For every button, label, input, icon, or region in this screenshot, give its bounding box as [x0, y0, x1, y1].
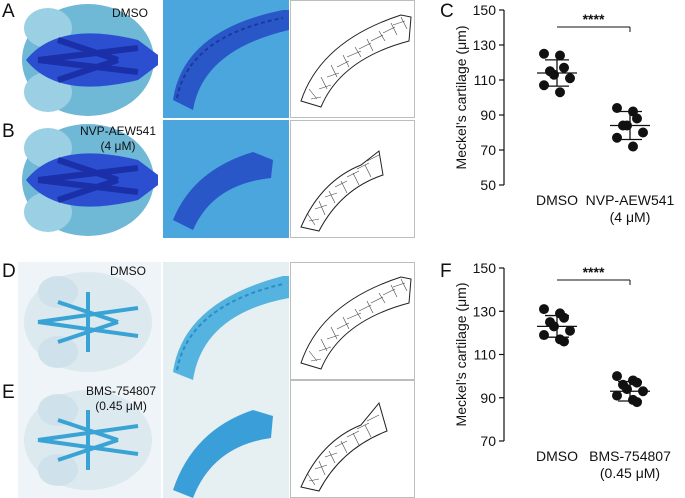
category-label: DMSO — [536, 192, 578, 208]
row-a-cartilage-micrograph — [163, 0, 289, 118]
significance-stars: **** — [583, 11, 605, 27]
y-tick-label: 130 — [473, 303, 497, 319]
y-tick-label: 110 — [474, 347, 497, 363]
data-point-group-2 — [612, 132, 622, 143]
row-b-condition-dose: (4 μM) — [100, 139, 136, 153]
row-e-cartilage-micrograph — [163, 380, 289, 498]
category-label: (0.45 μM) — [600, 465, 660, 481]
category-label: BMS-754807 — [589, 448, 671, 464]
data-point-group-1 — [559, 62, 569, 73]
row-b-condition-name: NVP-AEW541 — [80, 124, 157, 138]
row-e-cartilage-tracing — [290, 380, 415, 498]
data-point-group-1 — [555, 87, 565, 98]
row-b-cartilage-tracing — [290, 120, 415, 238]
data-point-group-1 — [539, 80, 549, 91]
row-a-condition-label: DMSO — [112, 6, 148, 20]
y-axis-label: Meckel’s cartilage (μm) — [453, 283, 469, 427]
y-tick-label: 110 — [474, 72, 497, 88]
significance-stars: **** — [583, 264, 605, 280]
panel-letter-d: D — [2, 261, 16, 282]
data-point-group-2 — [628, 141, 638, 152]
data-point-group-1 — [559, 336, 569, 347]
y-tick-label: 150 — [473, 2, 497, 18]
row-b-condition-label: NVP-AEW541 (4 μM) — [80, 124, 156, 154]
y-tick-label: 130 — [473, 37, 497, 53]
row-d-cartilage-micrograph — [163, 262, 289, 380]
category-label: DMSO — [536, 448, 578, 464]
y-tick-label: 150 — [473, 260, 497, 276]
y-tick-label: 70 — [480, 433, 496, 449]
row-a-head-micrograph — [18, 0, 161, 118]
data-point-group-2 — [612, 103, 622, 113]
row-d-cartilage-tracing — [290, 262, 415, 380]
row-e-condition-label: BMS-754807 (0.45 μM) — [86, 384, 156, 414]
panel-letter-e: E — [2, 382, 15, 403]
data-point-group-2 — [632, 113, 642, 124]
data-point-group-1 — [559, 312, 569, 323]
category-label: NVP-AEW541 — [586, 192, 675, 208]
row-a-cartilage-tracing — [290, 0, 415, 118]
data-point-group-2 — [632, 377, 642, 388]
panel-letter-b: B — [2, 121, 15, 142]
panel-letter-c: C — [440, 1, 454, 22]
row-b-head-micrograph — [18, 120, 161, 238]
row-e-condition-dose: (0.45 μM) — [95, 399, 147, 413]
category-label: (4 μM) — [610, 209, 651, 225]
y-tick-label: 90 — [480, 107, 496, 123]
data-point-group-2 — [632, 397, 642, 408]
data-point-group-1 — [539, 48, 549, 59]
data-point-group-2 — [612, 371, 622, 382]
row-b-cartilage-micrograph — [163, 120, 289, 238]
row-e-condition-name: BMS-754807 — [86, 384, 157, 398]
y-tick-label: 70 — [480, 142, 496, 158]
data-point-group-1 — [565, 325, 575, 336]
panel-letter-a: A — [2, 1, 15, 22]
y-tick-label: 50 — [480, 177, 496, 193]
y-axis-label: Meckel’s cartilage (μm) — [453, 26, 469, 170]
data-point-group-2 — [612, 390, 622, 401]
data-point-group-1 — [565, 73, 575, 84]
panel-letter-f: F — [440, 261, 452, 282]
y-tick-label: 90 — [480, 390, 496, 406]
data-point-group-1 — [539, 330, 549, 341]
row-e-head-micrograph — [18, 380, 161, 498]
data-point-group-2 — [638, 127, 648, 138]
row-d-head-micrograph — [18, 262, 161, 380]
data-point-group-1 — [555, 50, 565, 61]
row-d-condition-label: DMSO — [110, 264, 146, 278]
data-point-group-1 — [539, 304, 549, 315]
